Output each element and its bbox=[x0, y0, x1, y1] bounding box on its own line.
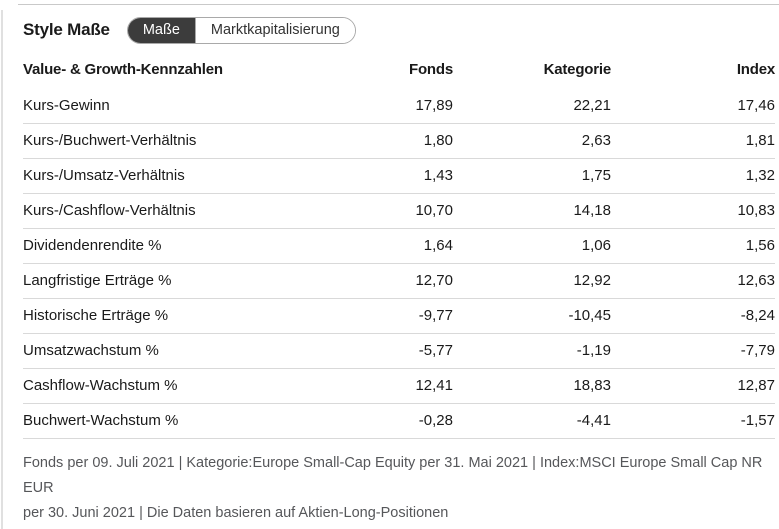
cell-kategorie: 1,06 bbox=[581, 237, 611, 254]
page-title: Style Maße bbox=[23, 20, 110, 39]
cell-index: 1,32 bbox=[745, 167, 775, 184]
footnote-line: Fonds per 09. Juli 2021 | Kategorie:Euro… bbox=[23, 454, 763, 496]
cell-fonds: -9,77 bbox=[418, 307, 453, 324]
cell-kategorie: 2,63 bbox=[581, 132, 611, 149]
row-label: Langfristige Erträge % bbox=[23, 272, 172, 289]
column-header-kennzahlen: Value- & Growth-Kennzahlen bbox=[23, 61, 223, 78]
row-label: Umsatzwachstum % bbox=[23, 342, 159, 359]
table-row: Kurs-Gewinn 17,89 22,21 17,46 bbox=[23, 88, 775, 123]
row-label: Kurs-/Cashflow-Verhältnis bbox=[23, 202, 196, 219]
cell-fonds: 12,41 bbox=[415, 377, 453, 394]
cell-kategorie: 12,92 bbox=[573, 272, 611, 289]
cell-index: -1,57 bbox=[740, 412, 775, 429]
cell-fonds: -0,28 bbox=[418, 412, 453, 429]
cell-index: 12,87 bbox=[737, 377, 775, 394]
row-label: Kurs-/Buchwert-Verhältnis bbox=[23, 132, 197, 149]
cell-kategorie: -1,19 bbox=[576, 342, 611, 359]
cell-index: -8,24 bbox=[740, 307, 775, 324]
cell-index: 1,56 bbox=[745, 237, 775, 254]
cell-index: 1,81 bbox=[745, 132, 775, 149]
table-header-row: Value- & Growth-Kennzahlen Fonds Kategor… bbox=[23, 61, 775, 88]
row-label: Dividendenrendite % bbox=[23, 237, 162, 254]
left-edge-divider bbox=[1, 10, 3, 529]
tab-masse[interactable]: Maße bbox=[127, 17, 195, 43]
table-row: Cashflow-Wachstum % 12,41 18,83 12,87 bbox=[23, 368, 775, 403]
cell-fonds: 10,70 bbox=[415, 202, 453, 219]
cell-fonds: 12,70 bbox=[415, 272, 453, 289]
cell-fonds: -5,77 bbox=[418, 342, 453, 359]
panel-header: Style Maße Maße Marktkapitalisierung bbox=[23, 16, 775, 44]
table-row: Langfristige Erträge % 12,70 12,92 12,63 bbox=[23, 263, 775, 298]
cell-kategorie: 1,75 bbox=[581, 167, 611, 184]
cell-fonds: 17,89 bbox=[415, 96, 453, 114]
top-divider bbox=[18, 4, 779, 5]
cell-index: -7,79 bbox=[740, 342, 775, 359]
table-row: Umsatzwachstum % -5,77 -1,19 -7,79 bbox=[23, 333, 775, 368]
footnote: Fonds per 09. Juli 2021 | Kategorie:Euro… bbox=[23, 451, 775, 526]
cell-kategorie: 22,21 bbox=[573, 96, 611, 114]
table-row: Kurs-/Cashflow-Verhältnis 10,70 14,18 10… bbox=[23, 193, 775, 228]
table-row: Historische Erträge % -9,77 -10,45 -8,24 bbox=[23, 298, 775, 333]
footnote-line: per 30. Juni 2021 | Die Daten basieren a… bbox=[23, 504, 449, 521]
tab-marktkapitalisierung[interactable]: Marktkapitalisierung bbox=[194, 17, 355, 43]
cell-kategorie: -4,41 bbox=[576, 412, 611, 429]
row-label: Buchwert-Wachstum % bbox=[23, 412, 179, 429]
cell-index: 12,63 bbox=[737, 272, 775, 289]
column-header-kategorie: Kategorie bbox=[543, 61, 612, 78]
cell-index: 10,83 bbox=[737, 202, 775, 219]
column-header-fonds: Fonds bbox=[409, 61, 453, 78]
cell-fonds: 1,80 bbox=[423, 132, 453, 149]
row-label: Historische Erträge % bbox=[23, 307, 169, 324]
row-label: Cashflow-Wachstum % bbox=[23, 377, 178, 394]
style-tabs: Maße Marktkapitalisierung bbox=[126, 16, 356, 44]
cell-fonds: 1,43 bbox=[423, 167, 453, 184]
column-header-index: Index bbox=[736, 61, 775, 78]
cell-kategorie: 14,18 bbox=[573, 202, 611, 219]
cell-kategorie: 18,83 bbox=[573, 377, 611, 394]
cell-index: 17,46 bbox=[737, 96, 775, 114]
cell-fonds: 1,64 bbox=[423, 237, 453, 254]
cell-kategorie: -10,45 bbox=[568, 307, 611, 324]
table-row: Dividendenrendite % 1,64 1,06 1,56 bbox=[23, 228, 775, 263]
table-row: Kurs-/Umsatz-Verhältnis 1,43 1,75 1,32 bbox=[23, 158, 775, 193]
table-row: Kurs-/Buchwert-Verhältnis 1,80 2,63 1,81 bbox=[23, 123, 775, 158]
row-label: Kurs-Gewinn bbox=[23, 96, 110, 114]
style-measures-table: Value- & Growth-Kennzahlen Fonds Kategor… bbox=[23, 61, 775, 439]
table-row: Buchwert-Wachstum % -0,28 -4,41 -1,57 bbox=[23, 403, 775, 438]
row-label: Kurs-/Umsatz-Verhältnis bbox=[23, 167, 185, 184]
